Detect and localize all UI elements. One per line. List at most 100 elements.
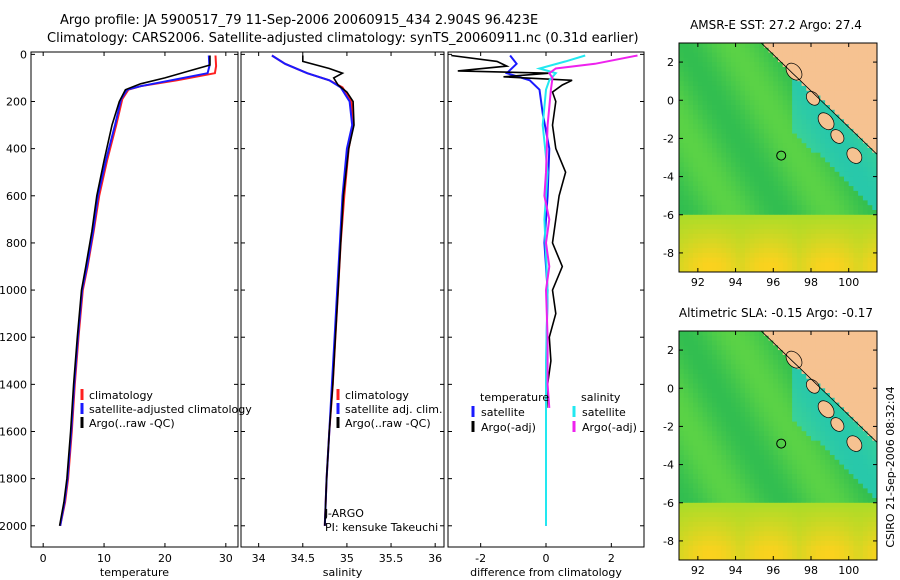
legend-label: Argo(..raw -QC) <box>345 417 431 430</box>
lat-tick-label: -6 <box>663 209 674 222</box>
series-line-climatology-0 <box>59 55 218 527</box>
lat-tick-label: -2 <box>663 132 674 145</box>
y-tick-label: 1600 <box>0 426 27 439</box>
lon-tick-label: 96 <box>766 276 780 289</box>
legend-label: climatology <box>345 389 409 402</box>
island-shape <box>785 350 803 369</box>
argo-position-marker <box>776 150 787 161</box>
series-line-satellite-adjusted-climatology-1 <box>59 55 211 526</box>
x-axis-label: temperature <box>100 566 169 579</box>
plot-frame <box>240 51 445 548</box>
lon-tick-label: 96 <box>766 564 780 577</box>
lat-tick-label: 0 <box>667 382 674 395</box>
sst-map-title: AMSR-E SST: 27.2 Argo: 27.4 <box>690 18 862 32</box>
series-line-climatology-0 <box>271 54 355 526</box>
salinity-panel: 34 34.5 35 35.5 36 salinity climatologysatelli… <box>240 51 445 579</box>
series-line-argo-raw-qc--2 <box>58 55 211 526</box>
x-tick-label: 10 <box>97 552 111 565</box>
island-shape <box>846 147 863 164</box>
legend-label: climatology <box>89 389 153 402</box>
lon-tick-label: 94 <box>729 564 743 577</box>
island-shape <box>805 379 820 394</box>
map-frame <box>678 330 878 561</box>
series-line-argo-adj--3 <box>543 54 638 408</box>
island-shape <box>830 129 845 144</box>
legend-label: satellite adj. clim. <box>345 403 442 416</box>
y-tick-label: 1200 <box>0 331 27 344</box>
legend-heading: temperature <box>480 391 549 404</box>
timestamp-side-text: CSIRO 21-Sep-2006 08:32:04 <box>884 386 897 547</box>
annotation-pi: PI: kensuke Takeuchi <box>325 521 438 534</box>
island-shape <box>817 400 835 419</box>
lat-tick-label: -6 <box>663 497 674 510</box>
legend-label: satellite <box>582 406 626 419</box>
y-tick-label: 1800 <box>0 473 27 486</box>
island-shape <box>817 112 835 131</box>
coastline <box>760 331 877 443</box>
x-tick-label: 0 <box>40 552 47 565</box>
map-field <box>679 331 877 560</box>
map-field <box>679 43 877 272</box>
island-shape <box>830 417 845 432</box>
legend-label: Argo(-adj) <box>481 421 536 434</box>
plot-frame <box>30 51 239 548</box>
sst-map: 92 94 96 98 100 2 0 -2 -4 -6 -8 <box>663 42 878 289</box>
y-tick-label: 200 <box>6 96 27 109</box>
island-shape <box>805 91 820 106</box>
series-line-satellite-adj-clim--1 <box>271 54 354 526</box>
x-axis-label: difference from climatology <box>470 566 622 579</box>
lat-tick-label: -4 <box>663 459 674 472</box>
y-tick-label: 1000 <box>0 284 27 297</box>
x-tick-label: 35 <box>340 552 354 565</box>
lon-tick-label: 94 <box>729 276 743 289</box>
legend-label: Argo(-adj) <box>582 421 637 434</box>
x-tick-label: 35.5 <box>379 552 404 565</box>
island-shape <box>846 435 863 452</box>
y-tick-label: 400 <box>6 143 27 156</box>
lon-tick-label: 92 <box>691 276 705 289</box>
argo-position-marker <box>776 438 787 449</box>
lat-tick-label: -4 <box>663 171 674 184</box>
lon-tick-label: 98 <box>804 276 818 289</box>
x-tick-label: 36 <box>428 552 442 565</box>
lon-tick-label: 92 <box>691 564 705 577</box>
x-tick-label: 34 <box>252 552 266 565</box>
legend-label: satellite-adjusted climatology <box>89 403 252 416</box>
x-tick-label: 20 <box>158 552 172 565</box>
coastline <box>760 43 877 155</box>
lat-tick-label: -2 <box>663 420 674 433</box>
header-line2: Climatology: CARS2006. Satellite-adjuste… <box>47 31 639 46</box>
series-line-argo-raw-qc--2 <box>301 55 355 526</box>
lat-tick-label: -8 <box>663 535 674 548</box>
lat-tick-label: -8 <box>663 247 674 260</box>
legend-heading: salinity <box>581 391 621 404</box>
legend-label: satellite <box>481 406 525 419</box>
sla-map: 92 94 96 98 100 2 0 -2 -4 -6 -8 <box>663 330 878 577</box>
lat-tick-label: 2 <box>667 56 674 69</box>
y-tick-label: 0 <box>20 48 27 61</box>
header-line1: Argo profile: JA 5900517_79 11-Sep-2006 … <box>60 13 538 28</box>
y-tick-label: 2000 <box>0 520 27 533</box>
y-tick-label: 1400 <box>0 378 27 391</box>
y-tick-label: 800 <box>6 237 27 250</box>
x-tick-label: 2 <box>608 552 615 565</box>
temperature-panel: 0 10 20 30 0 200 400 600 800 1000 1200 1400 1600 1800… <box>0 48 252 579</box>
x-tick-label: 34.5 <box>291 552 316 565</box>
annotation-program: J-ARGO <box>324 507 364 520</box>
legend-label: Argo(..raw -QC) <box>89 417 175 430</box>
lon-tick-label: 100 <box>838 564 859 577</box>
map-frame <box>678 42 878 273</box>
x-tick-label: 30 <box>219 552 233 565</box>
sla-map-title: Altimetric SLA: -0.15 Argo: -0.17 <box>679 306 873 320</box>
x-axis-label: salinity <box>323 566 363 579</box>
lat-tick-label: 0 <box>667 94 674 107</box>
island-shape <box>785 62 803 81</box>
x-tick-label: -2 <box>475 552 486 565</box>
y-tick-label: 600 <box>6 190 27 203</box>
x-tick-label: 0 <box>543 552 550 565</box>
series-line-argo-adj--1 <box>451 54 573 408</box>
lon-tick-label: 98 <box>804 564 818 577</box>
lon-tick-label: 100 <box>838 276 859 289</box>
